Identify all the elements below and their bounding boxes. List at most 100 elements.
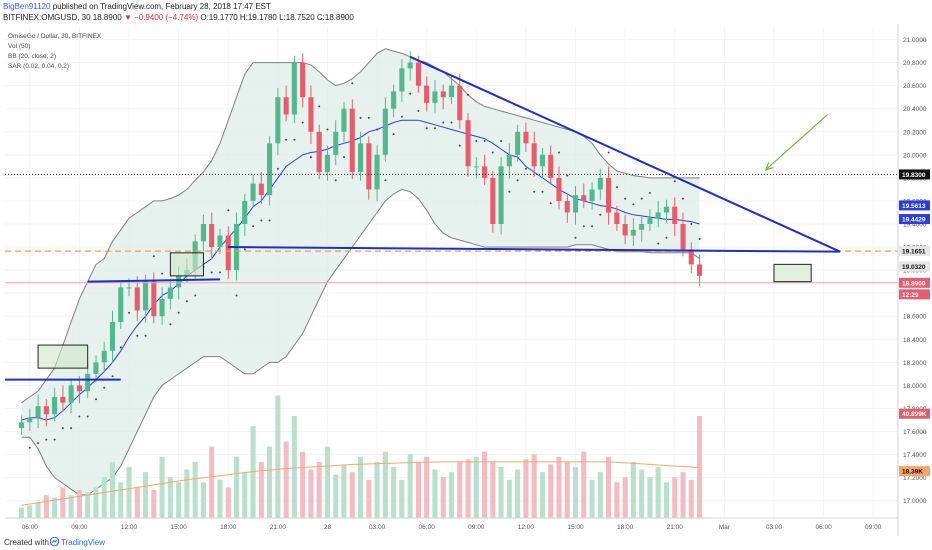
price-tick-label: 18.6000 bbox=[903, 314, 927, 321]
volume-bar bbox=[515, 469, 521, 518]
volume-bar bbox=[192, 461, 198, 518]
price-chart[interactable]: 21.0000 20.8000 20.6000 20.4000 20.2000 20.00… bbox=[0, 24, 932, 536]
candle-body bbox=[333, 131, 339, 155]
price-label: 12:29 bbox=[902, 292, 919, 299]
candle-body bbox=[68, 385, 74, 403]
price-label-bg bbox=[899, 169, 930, 180]
candle-body bbox=[43, 406, 49, 415]
candle-body bbox=[539, 154, 545, 167]
legend-line: BB (20, close, 2) bbox=[8, 53, 56, 60]
candle-body bbox=[589, 189, 595, 201]
volume-bar bbox=[465, 459, 471, 518]
candle-body bbox=[242, 200, 248, 224]
volume-bar bbox=[118, 482, 124, 518]
volume-bar bbox=[349, 472, 355, 518]
volume-bar bbox=[209, 446, 215, 518]
candle-body bbox=[465, 120, 471, 167]
candle-body bbox=[374, 154, 380, 190]
volume-bar bbox=[399, 479, 405, 519]
sar-dot bbox=[243, 248, 246, 251]
green-arrow-head bbox=[764, 162, 774, 171]
time-tick-label: 15:00 bbox=[567, 524, 584, 531]
time-tick-label: 12:00 bbox=[518, 524, 535, 531]
candle-body bbox=[143, 281, 149, 311]
bb-upper-line bbox=[21, 48, 700, 404]
sar-dot bbox=[591, 225, 594, 228]
volume-bar bbox=[366, 479, 372, 519]
candle-body bbox=[300, 62, 306, 98]
sar-dot bbox=[367, 116, 370, 119]
candle-body bbox=[523, 131, 529, 144]
sar-dot bbox=[682, 197, 684, 200]
price-label: 19.0320 bbox=[902, 264, 926, 271]
drawings[interactable] bbox=[5, 55, 898, 381]
candle-body bbox=[391, 91, 397, 109]
time-tick-label: 09:00 bbox=[865, 524, 882, 531]
sar-dot bbox=[384, 179, 387, 182]
volume-bar bbox=[225, 487, 231, 518]
candle-body bbox=[76, 385, 82, 392]
volume-bar bbox=[531, 454, 537, 518]
volume-bar bbox=[663, 482, 669, 518]
candle-body bbox=[515, 131, 521, 155]
highlight-box bbox=[169, 252, 204, 277]
candle-body bbox=[680, 224, 686, 250]
candle-body bbox=[225, 235, 231, 271]
volume-bar bbox=[548, 464, 554, 518]
sar-dot bbox=[111, 375, 114, 378]
bb-lower-line bbox=[21, 188, 700, 496]
volume-bar bbox=[101, 477, 107, 518]
candle-body bbox=[118, 287, 124, 322]
candle-body bbox=[366, 143, 372, 190]
sar-dot bbox=[376, 128, 379, 131]
volume-bar bbox=[151, 489, 157, 518]
legend: OmiseGo / Dollar, 30, BITFINEX Vol (50) BB… bbox=[8, 33, 102, 70]
sar-dot bbox=[61, 427, 64, 430]
volume-bar bbox=[184, 469, 190, 518]
legend-line: SAR (0.02, 0.04, 0.2) bbox=[8, 63, 69, 70]
volume-bar bbox=[358, 456, 364, 518]
sar-dot bbox=[582, 225, 585, 228]
volume-bar bbox=[341, 464, 347, 518]
volume-bar bbox=[415, 461, 421, 518]
volume-bar bbox=[440, 477, 446, 518]
volume-bar bbox=[382, 451, 388, 518]
sar-dot bbox=[450, 121, 453, 124]
tradingview-logo-icon bbox=[50, 537, 59, 546]
volume-bar bbox=[490, 461, 496, 518]
highlight-box bbox=[37, 344, 89, 369]
author-link[interactable]: BigBen91120 bbox=[3, 2, 51, 11]
candle-body bbox=[457, 85, 463, 121]
price-tick-label: 18.2000 bbox=[903, 360, 927, 367]
volume-bar bbox=[126, 467, 132, 518]
sar-dot bbox=[599, 213, 602, 216]
price-label-bg bbox=[899, 277, 930, 288]
price-label-bg bbox=[899, 289, 930, 300]
candle-body bbox=[548, 154, 554, 178]
candle-body bbox=[556, 177, 562, 201]
candle-body bbox=[639, 224, 645, 230]
price-tick-label: 17.2000 bbox=[903, 475, 927, 482]
chart-area[interactable]: 21.0000 20.8000 20.6000 20.4000 20.2000 20.00… bbox=[0, 24, 932, 536]
sar-dot bbox=[698, 238, 701, 240]
tradingview-brand[interactable]: TradingView bbox=[61, 538, 106, 547]
sar-dot bbox=[491, 151, 494, 154]
volume-bar bbox=[581, 451, 587, 518]
highlight-box bbox=[773, 263, 812, 283]
sar-dot bbox=[227, 209, 230, 212]
candle-body bbox=[622, 224, 628, 236]
volume-bar bbox=[308, 469, 314, 518]
time-tick-label: 21:00 bbox=[667, 524, 684, 531]
sar-dot bbox=[524, 167, 527, 170]
time-tick-label: 28 bbox=[324, 524, 332, 531]
chart-header: BigBen91120 published on TradingView.com… bbox=[0, 0, 932, 24]
sar-dot bbox=[177, 311, 180, 314]
price-label: 19.5613 bbox=[902, 203, 926, 210]
volume-bar bbox=[300, 451, 306, 518]
descending-trendline bbox=[409, 55, 841, 253]
candle-body bbox=[60, 396, 66, 403]
time-tick-label: 06:00 bbox=[815, 524, 832, 531]
sar-dot bbox=[252, 225, 255, 228]
volume-bar bbox=[680, 472, 686, 518]
candle-body bbox=[606, 177, 612, 213]
